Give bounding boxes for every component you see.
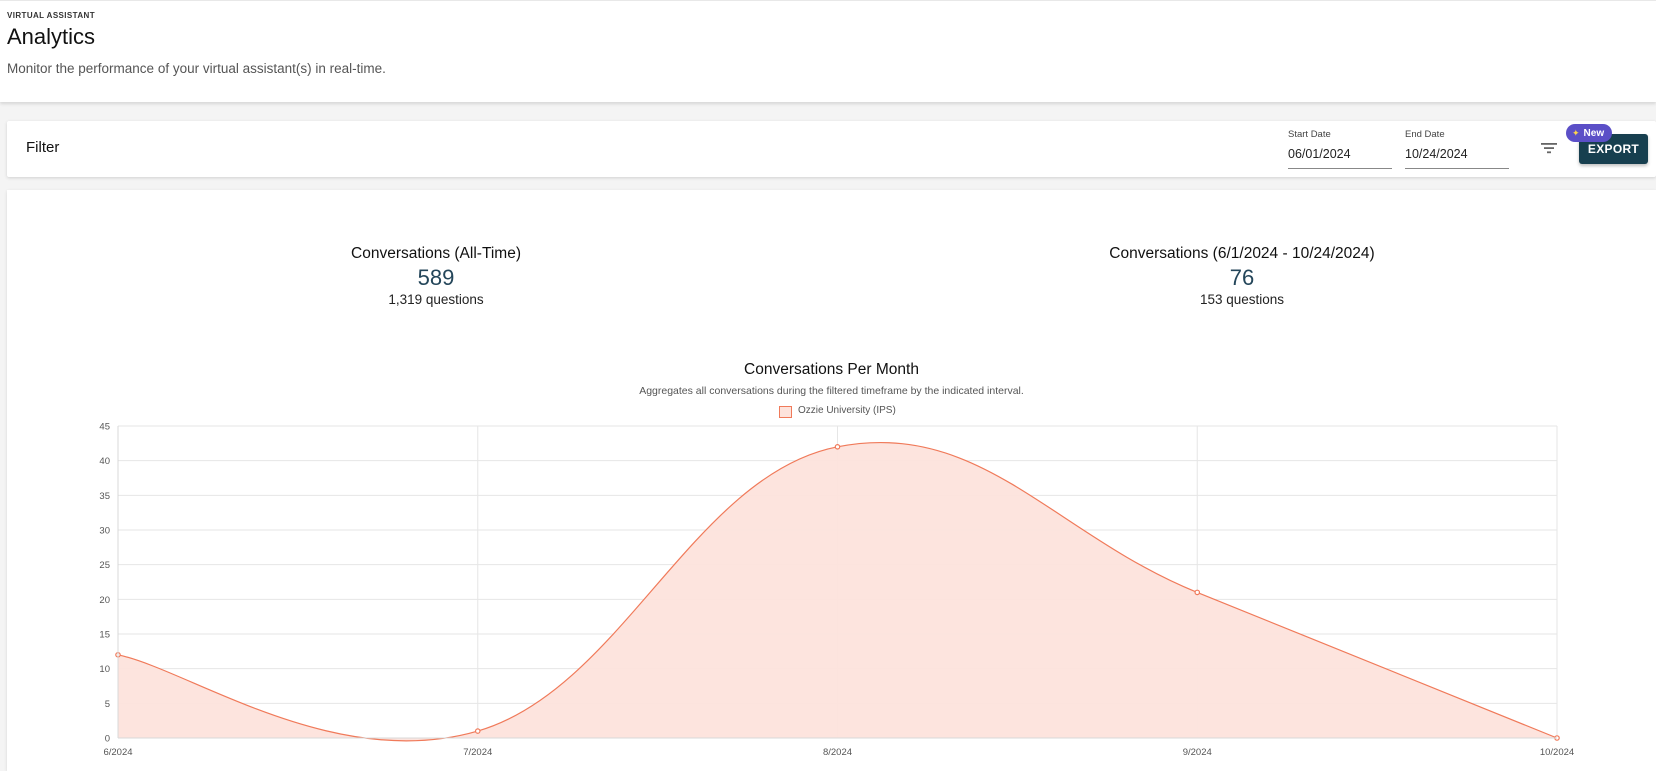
x-tick-label: 9/2024 [1183,747,1212,758]
y-tick-label: 25 [99,560,110,571]
y-tick-label: 35 [99,491,110,502]
y-tick-label: 20 [99,595,110,606]
filter-label: Filter [26,139,60,156]
export-button[interactable]: EXPORT [1579,134,1648,164]
series-line [117,441,1558,742]
filter-list-icon[interactable] [1538,138,1560,158]
analytics-panel: Conversations (All-Time) 589 1,319 quest… [7,190,1656,771]
start-date-value[interactable]: 06/01/2024 [1288,147,1351,161]
series-area [118,442,1557,741]
legend-swatch [779,406,792,418]
stat-all-time: Conversations (All-Time) 589 1,319 quest… [236,245,636,307]
y-tick-label: 0 [105,734,110,745]
conversations-chart: 0 5 10 15 20 25 30 35 40 45 6/2024 7/2024 8/2024 9/20… [99,422,1574,759]
start-date-label: Start Date [1288,129,1331,140]
chart-title: Conversations Per Month [744,361,919,378]
y-tick-label: 15 [99,630,110,641]
stat-count: 589 [417,265,455,290]
end-date-label: End Date [1405,129,1445,140]
stat-title: Conversations (6/1/2024 - 10/24/2024) [1109,245,1375,262]
data-point [1194,589,1201,596]
y-tick-label: 45 [99,422,110,433]
page-subtitle: Monitor the performance of your virtual … [7,61,386,76]
data-point [834,443,841,450]
sparkle-icon: ✦ [1572,128,1580,138]
data-point [474,728,481,734]
chart-subtitle: Aggregates all conversations during the … [639,385,1024,397]
start-date-field[interactable]: Start Date 06/01/2024 [1288,129,1392,169]
page-title: Analytics [7,24,96,49]
x-tick-label: 7/2024 [463,747,492,758]
stat-questions: 153 questions [1199,292,1285,307]
end-date-field[interactable]: End Date 10/24/2024 [1405,129,1509,169]
end-date-value[interactable]: 10/24/2024 [1405,147,1468,161]
legend-label: Ozzie University (IPS) [798,405,896,416]
stat-count: 76 [1229,265,1255,290]
new-badge-label: New [1583,128,1605,139]
page-header: VIRTUAL ASSISTANT Analytics Monitor the … [0,0,1656,102]
y-tick-label: 40 [99,456,110,467]
stat-title: Conversations (All-Time) [351,245,521,262]
page-eyebrow: VIRTUAL ASSISTANT [7,11,95,20]
x-tick-label: 8/2024 [823,747,852,758]
stat-date-range: Conversations (6/1/2024 - 10/24/2024) 76… [1042,245,1442,307]
y-tick-label: 10 [99,664,110,675]
x-tick-label: 6/2024 [103,747,132,758]
y-tick-label: 5 [105,699,110,710]
filter-bar: Filter Start Date 06/01/2024 End Date 10… [7,121,1656,177]
y-tick-label: 30 [99,526,110,537]
x-tick-label: 10/2024 [1540,747,1574,758]
new-badge: ✦ New [1566,124,1613,142]
stat-questions: 1,319 questions [388,292,484,307]
